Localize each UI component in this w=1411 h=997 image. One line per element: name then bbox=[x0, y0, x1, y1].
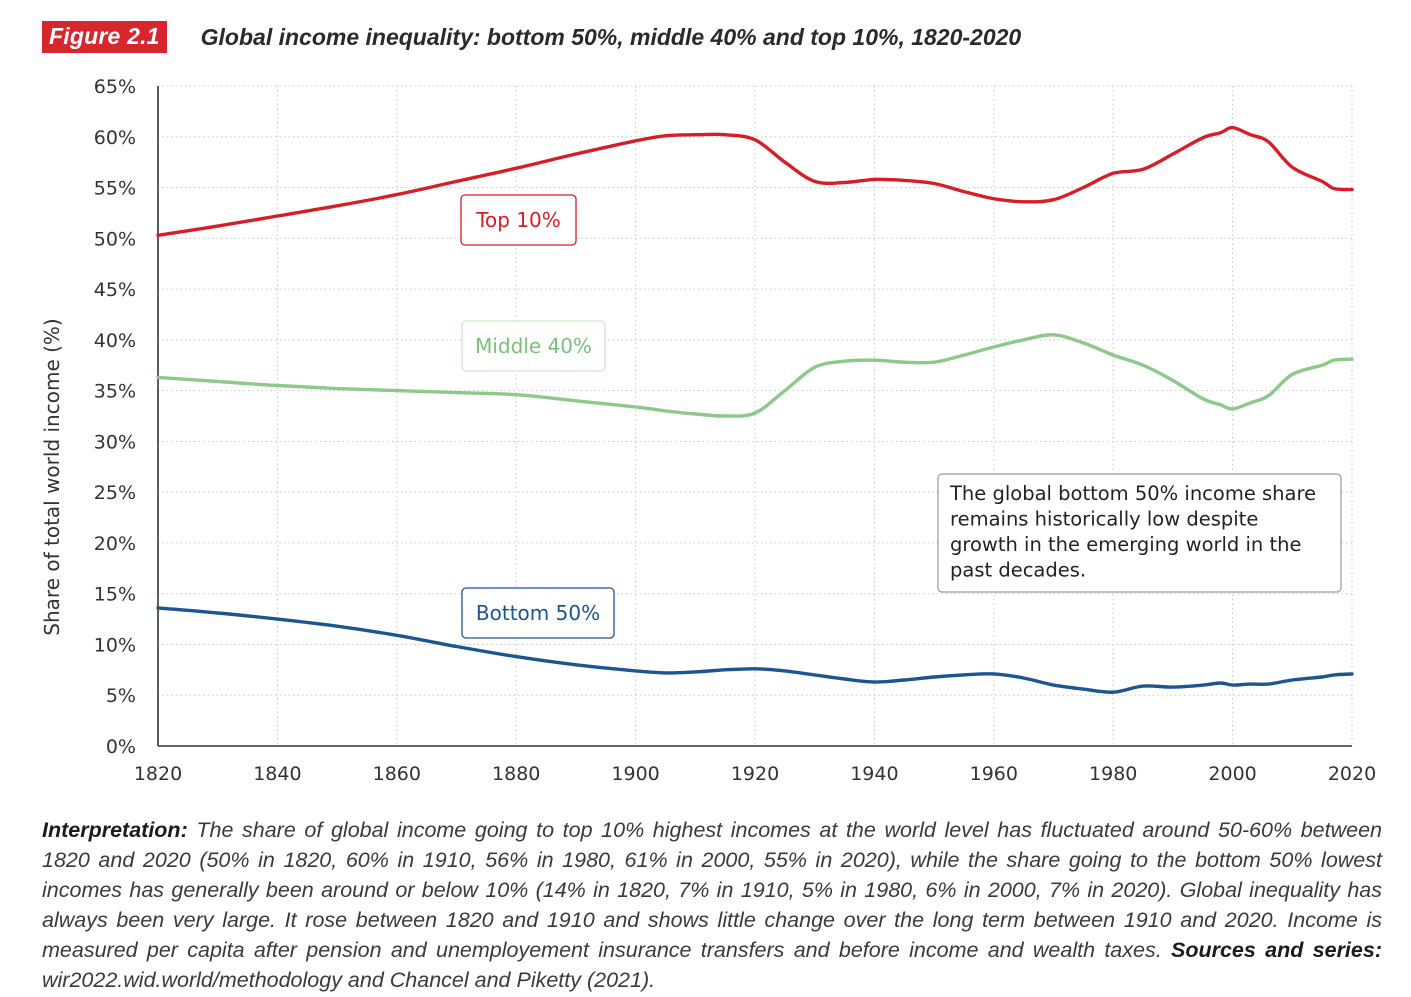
x-tick-label: 2000 bbox=[1208, 763, 1256, 785]
x-tick-label: 1900 bbox=[611, 763, 659, 785]
y-tick-label: 30% bbox=[94, 431, 136, 453]
y-tick-label: 45% bbox=[94, 279, 136, 301]
sources-lead: Sources and series: bbox=[1171, 938, 1382, 962]
annotation-note: The global bottom 50% income share remain… bbox=[937, 473, 1342, 593]
y-tick-label: 65% bbox=[94, 76, 136, 98]
annotation-note-line: The global bottom 50% income share bbox=[949, 482, 1316, 505]
annotation-note-line: remains historically low despite bbox=[950, 508, 1258, 531]
x-tick-label: 2020 bbox=[1328, 763, 1376, 785]
x-tick-label: 1860 bbox=[373, 763, 421, 785]
annotation-note-text: The global bottom 50% income share remain… bbox=[949, 482, 1316, 582]
interpretation-body: The share of global income going to top … bbox=[42, 818, 1382, 962]
grid bbox=[158, 85, 1353, 746]
y-tick-label: 50% bbox=[94, 228, 136, 250]
label-middle40-text: Middle 40% bbox=[475, 334, 592, 358]
series-line-bottom50 bbox=[156, 606, 1354, 694]
series-line-middle40 bbox=[156, 333, 1354, 418]
figure-label: Figure 2.1 bbox=[42, 21, 167, 53]
y-tick-label: 60% bbox=[94, 127, 136, 149]
label-top10-text: Top 10% bbox=[475, 208, 561, 232]
interpretation-note: Interpretation: The share of global inco… bbox=[42, 815, 1382, 995]
y-axis-label: Share of total world income (%) bbox=[40, 318, 64, 635]
y-tick-label: 35% bbox=[94, 381, 136, 403]
series bbox=[156, 125, 1354, 694]
y-tick-label: 15% bbox=[94, 584, 136, 606]
series-line-top10 bbox=[156, 125, 1354, 237]
axes bbox=[157, 86, 1352, 747]
annotation-note-line: growth in the emerging world in the bbox=[950, 533, 1302, 556]
annotation-note-line: past decades. bbox=[950, 559, 1086, 582]
y-tick-label: 40% bbox=[94, 330, 136, 352]
y-tick-label: 25% bbox=[94, 482, 136, 504]
x-axis-ticks: 1820 1840 1860 1880 1900 1920 1940 1960 1980 2000… bbox=[134, 763, 1376, 785]
x-tick-label: 1940 bbox=[850, 763, 898, 785]
y-tick-label: 10% bbox=[94, 634, 136, 656]
label-bottom50: Bottom 50% bbox=[461, 587, 615, 639]
figure-header: Figure 2.1 Global income inequality: bot… bbox=[42, 20, 1021, 54]
x-tick-label: 1920 bbox=[731, 763, 779, 785]
label-bottom50-text: Bottom 50% bbox=[476, 601, 600, 625]
x-tick-label: 1840 bbox=[253, 763, 301, 785]
interpretation-lead: Interpretation: bbox=[42, 818, 188, 842]
x-tick-label: 1820 bbox=[134, 763, 182, 785]
x-tick-label: 1980 bbox=[1089, 763, 1137, 785]
y-tick-label: 20% bbox=[94, 533, 136, 555]
sources-body: wir2022.wid.world/methodology and Chance… bbox=[42, 968, 656, 992]
label-middle40: Middle 40% bbox=[461, 320, 606, 372]
y-tick-label: 55% bbox=[94, 178, 136, 200]
y-axis-ticks: 0% 5% 10% 15% 20% 25% 30% 35% 40% 45% 50% 55% 60% 65% bbox=[94, 76, 136, 758]
line-chart: 0% 5% 10% 15% 20% 25% 30% 35% 40% 45% 50% 55% 60% 65%… bbox=[40, 76, 1376, 785]
y-tick-label: 5% bbox=[106, 685, 136, 707]
figure-title: Global income inequality: bottom 50%, mi… bbox=[200, 23, 1022, 50]
label-top10: Top 10% bbox=[460, 194, 577, 246]
y-tick-label: 0% bbox=[106, 736, 136, 758]
x-tick-label: 1880 bbox=[492, 763, 540, 785]
x-tick-label: 1960 bbox=[970, 763, 1018, 785]
